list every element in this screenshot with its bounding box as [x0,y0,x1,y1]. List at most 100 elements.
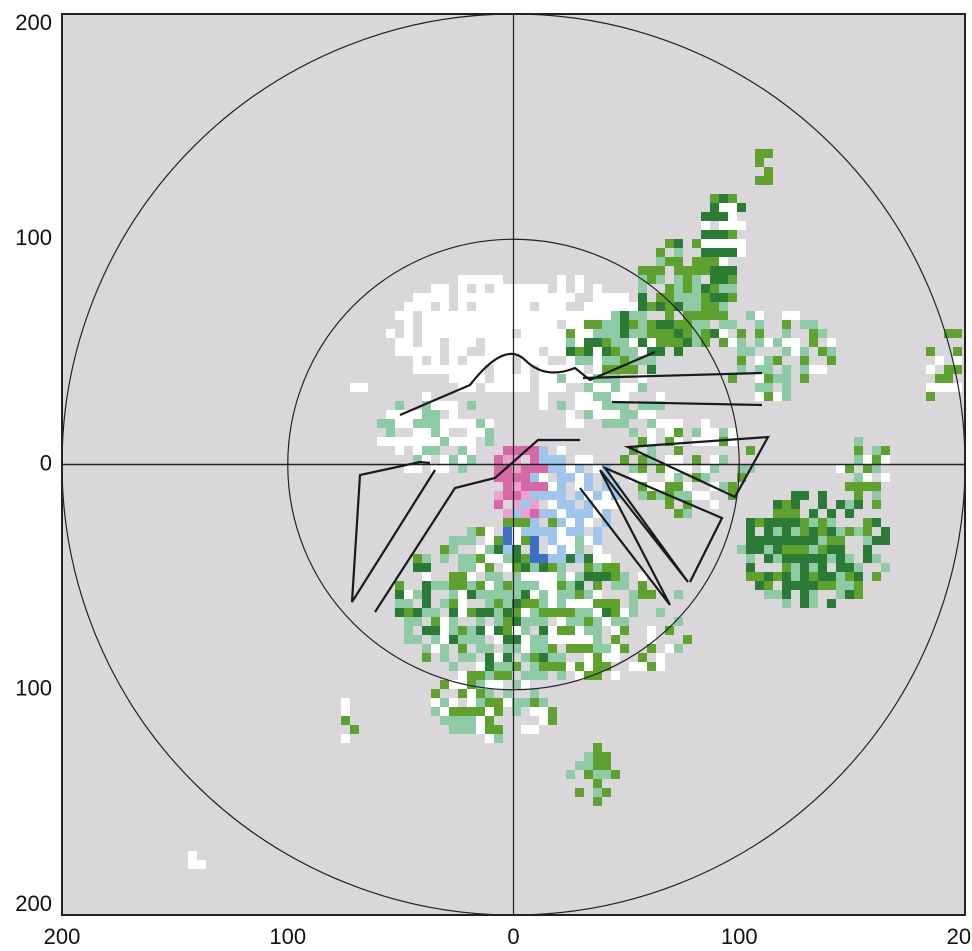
echo-cell [710,311,719,320]
echo-cell [575,599,584,608]
echo-cell [584,347,593,356]
echo-cell [809,581,818,590]
echo-cell [746,446,755,455]
echo-cell [530,563,539,572]
echo-cell [539,446,548,455]
echo-cell [746,347,755,356]
echo-cell [638,320,647,329]
echo-cell [431,293,440,302]
echo-cell [467,698,476,707]
echo-cell [602,338,611,347]
echo-cell [800,365,809,374]
echo-cell [593,662,602,671]
echo-cell [755,158,764,167]
echo-cell [539,329,548,338]
echo-cell [764,545,773,554]
echo-cell [548,491,557,500]
echo-cell [701,221,710,230]
echo-cell [494,374,503,383]
echo-cell [584,572,593,581]
echo-cell [548,455,557,464]
echo-cell [818,545,827,554]
echo-cell [440,680,449,689]
echo-cell [485,572,494,581]
echo-cell [530,338,539,347]
echo-cell [611,563,620,572]
echo-cell [521,554,530,563]
echo-cell [782,599,791,608]
echo-cell [629,608,638,617]
echo-cell [791,518,800,527]
echo-cell [467,725,476,734]
echo-cell [647,365,656,374]
echo-cell [494,662,503,671]
echo-cell [530,671,539,680]
echo-cell [584,626,593,635]
echo-cell [539,383,548,392]
echo-cell [458,320,467,329]
echo-cell [485,644,494,653]
echo-cell [566,347,575,356]
echo-cell [755,581,764,590]
echo-cell [620,572,629,581]
echo-cell [719,221,728,230]
echo-cell [503,455,512,464]
echo-cell [755,518,764,527]
echo-cell [476,635,485,644]
echo-cell [566,536,575,545]
echo-cell [872,482,881,491]
echo-cell [539,698,548,707]
echo-cell [413,554,422,563]
echo-cell [827,572,836,581]
echo-cell [692,293,701,302]
echo-cell [395,437,404,446]
echo-cell [647,266,656,275]
echo-cell [674,419,683,428]
echo-cell [593,572,602,581]
echo-cell [467,689,476,698]
echo-cell [530,608,539,617]
echo-cell [494,275,503,284]
echo-cell [854,491,863,500]
echo-cell [584,536,593,545]
echo-cell [503,698,512,707]
echo-cell [575,581,584,590]
echo-cell [692,257,701,266]
echo-cell [656,257,665,266]
echo-cell [548,590,557,599]
echo-cell [629,590,638,599]
echo-cell [701,428,710,437]
echo-cell [773,572,782,581]
echo-cell [827,581,836,590]
echo-cell [548,329,557,338]
echo-cell [863,545,872,554]
echo-cell [800,545,809,554]
echo-cell [503,536,512,545]
echo-cell [863,527,872,536]
echo-cell [548,536,557,545]
echo-cell [854,482,863,491]
echo-cell [449,338,458,347]
echo-cell [359,383,368,392]
echo-cell [521,644,530,653]
echo-cell [431,428,440,437]
echo-cell [503,563,512,572]
echo-cell [530,356,539,365]
echo-cell [431,689,440,698]
echo-cell [584,617,593,626]
echo-cell [629,311,638,320]
echo-cell [746,311,755,320]
echo-cell [755,356,764,365]
echo-cell [845,563,854,572]
echo-cell [530,644,539,653]
echo-cell [845,482,854,491]
echo-cell [638,464,647,473]
echo-cell [710,293,719,302]
echo-cell [566,545,575,554]
echo-cell [854,437,863,446]
echo-cell [827,536,836,545]
echo-cell [458,464,467,473]
echo-cell [782,338,791,347]
echo-cell [593,653,602,662]
echo-cell [476,617,485,626]
